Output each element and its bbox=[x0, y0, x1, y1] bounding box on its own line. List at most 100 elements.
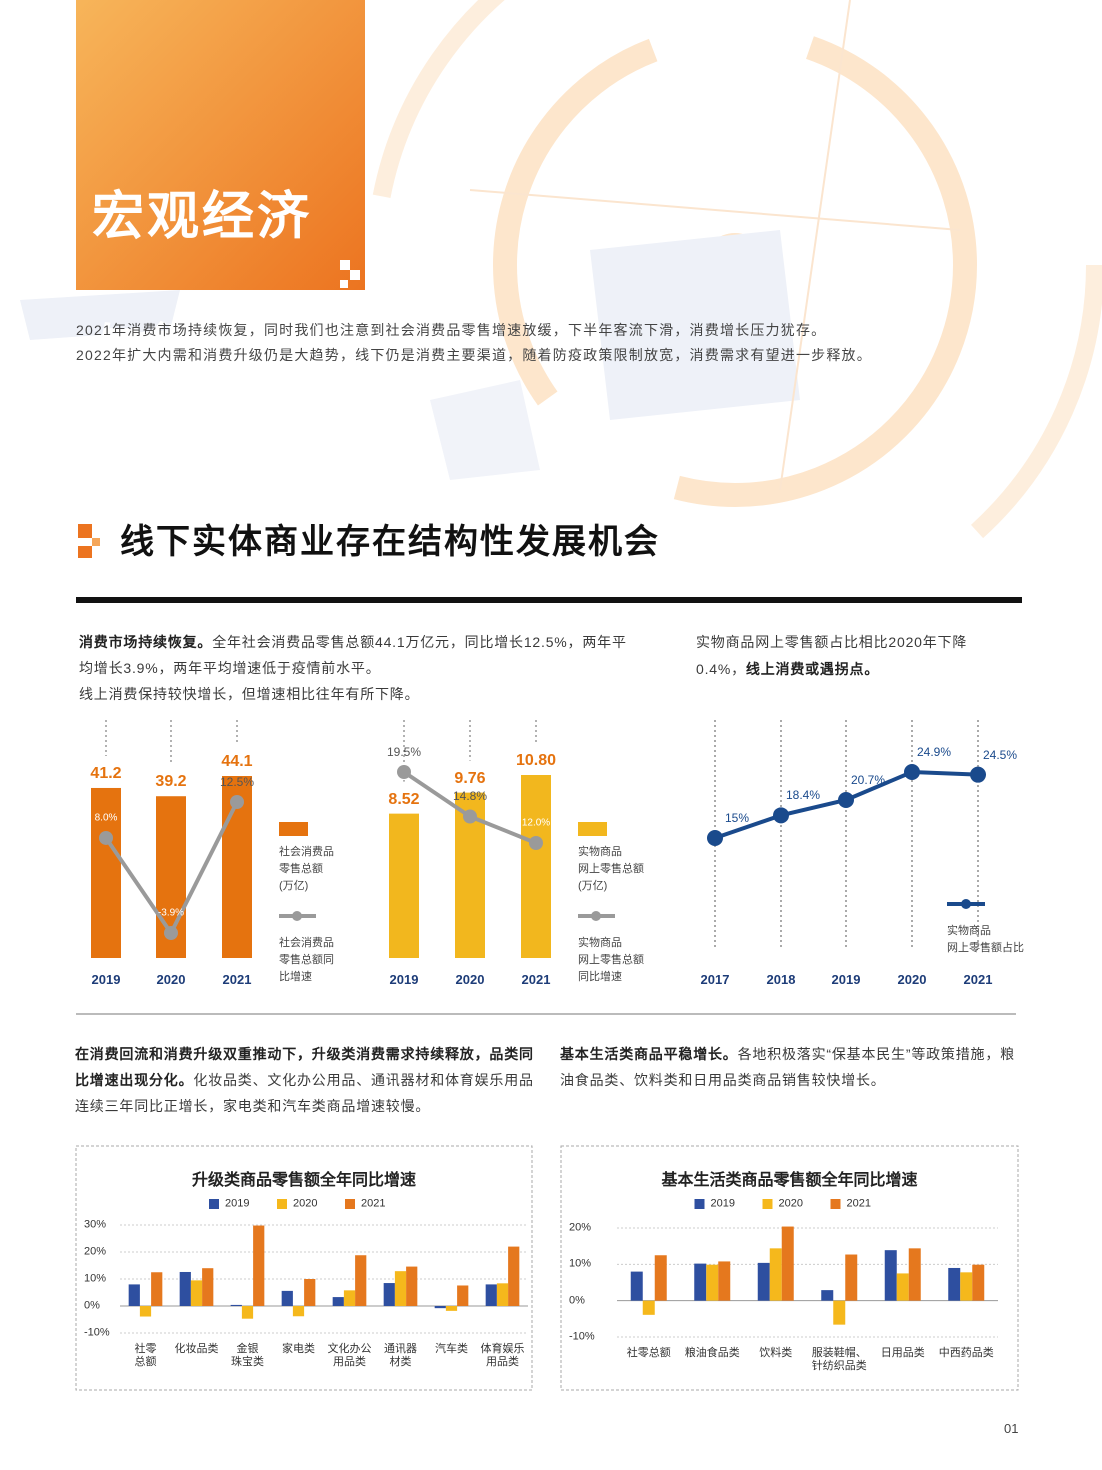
x-tick-label: 文化办公 用品类 bbox=[327, 1343, 372, 1368]
x-tick-label: 家电类 bbox=[282, 1343, 315, 1355]
legend-label: 社会消费品 零售总额同 比增速 bbox=[279, 937, 334, 983]
text: 各地积极落实“保基本民生”等政策措施，粮油食品类、饮料类和日用品类商品销售较快增… bbox=[560, 1046, 1015, 1088]
bar bbox=[241, 1306, 254, 1319]
x-tick-label: 2020 bbox=[156, 972, 186, 988]
paragraph: 基本生活类商品平稳增长。各地积极落实“保基本民生”等政策措施，粮油食品类、饮料类… bbox=[560, 1041, 1022, 1093]
bar bbox=[630, 1271, 643, 1301]
bar bbox=[332, 1297, 344, 1306]
y-tick-label: -10% bbox=[569, 1330, 595, 1343]
header-title: 宏观经济 与行业表现 bbox=[92, 118, 367, 448]
x-tick-label: 化妆品类 bbox=[174, 1343, 219, 1355]
x-tick-label: 汽车类 bbox=[435, 1343, 468, 1355]
bar bbox=[292, 1306, 305, 1317]
line-label: 15% bbox=[724, 810, 750, 825]
line-label: 8.0% bbox=[94, 812, 118, 824]
line-point bbox=[707, 830, 723, 846]
bar bbox=[960, 1272, 973, 1301]
y-tick-label: 10% bbox=[84, 1272, 107, 1285]
bar bbox=[821, 1290, 834, 1301]
bar bbox=[896, 1273, 909, 1301]
bar-label: 9.76 bbox=[454, 769, 486, 787]
line-label: 12.0% bbox=[521, 817, 551, 829]
bar bbox=[457, 1285, 469, 1306]
bar bbox=[406, 1266, 418, 1306]
bar bbox=[718, 1261, 731, 1301]
line-point bbox=[773, 807, 789, 824]
x-tick-label: 体育娱乐 用品类 bbox=[480, 1343, 525, 1368]
legend-label: 2020 bbox=[778, 1197, 803, 1210]
legend-label: 实物商品 网上零售总额 同比增速 bbox=[578, 937, 644, 983]
x-tick-label: 2017 bbox=[700, 972, 730, 988]
x-tick-label: 2019 bbox=[831, 972, 861, 988]
line-label: -3.9% bbox=[157, 907, 185, 919]
legend-label: 实物商品 网上零售额占比 bbox=[947, 925, 1024, 954]
legend-swatch bbox=[277, 1199, 287, 1209]
bar bbox=[179, 1271, 191, 1306]
legend-swatch bbox=[345, 1199, 355, 1209]
x-tick-label: 社零 总额 bbox=[134, 1343, 157, 1368]
x-tick-label: 粮油食品类 bbox=[684, 1347, 740, 1359]
x-tick-label: 2018 bbox=[766, 972, 796, 988]
bar bbox=[521, 775, 551, 958]
bold-text: 消费市场持续恢复。 bbox=[79, 634, 213, 650]
paragraph: 实物商品网上零售额占比相比2020年下降0.4%，线上消费或遇拐点。 bbox=[696, 629, 1016, 683]
line-label: 12.5% bbox=[219, 774, 255, 789]
y-tick-label: 0% bbox=[84, 1299, 100, 1312]
paragraph: 消费市场持续恢复。全年社会消费品零售总额44.1万亿元，同比增长12.5%，两年… bbox=[79, 629, 639, 681]
bar-label: 10.80 bbox=[515, 752, 557, 770]
legend-swatch bbox=[209, 1199, 219, 1209]
bar bbox=[281, 1290, 293, 1306]
bar bbox=[253, 1225, 265, 1306]
bar bbox=[389, 813, 419, 958]
bar bbox=[694, 1263, 707, 1301]
legend-label: 2021 bbox=[361, 1197, 386, 1210]
legend-label: 2021 bbox=[846, 1197, 871, 1210]
text: 实物商品网上零售额占比相比2020年下降0.4%， bbox=[696, 634, 968, 677]
line-point bbox=[230, 795, 244, 809]
bar bbox=[151, 1272, 163, 1306]
x-tick-label: 金银 珠宝类 bbox=[231, 1343, 264, 1368]
title-line: 与行业表现 bbox=[92, 320, 368, 378]
bar bbox=[434, 1306, 446, 1309]
bar bbox=[508, 1246, 520, 1306]
x-tick-label: 中西药品类 bbox=[938, 1347, 994, 1359]
bar-label: 44.1 bbox=[221, 753, 253, 771]
bar bbox=[948, 1267, 961, 1301]
bar bbox=[485, 1284, 497, 1306]
x-tick-label: 2019 bbox=[389, 972, 419, 988]
bar bbox=[972, 1264, 985, 1301]
x-tick-label: 服装鞋帽、 针纺织品类 bbox=[811, 1347, 867, 1372]
bar bbox=[833, 1300, 846, 1325]
line-point bbox=[164, 926, 178, 940]
legend-point bbox=[961, 899, 971, 909]
bar-label: 8.52 bbox=[388, 790, 420, 808]
bar-label: 41.2 bbox=[90, 765, 122, 783]
text: 化妆品类、文化办公用品、通讯器材和体育娱乐用品连续三年同比正增长，家电类和汽车类… bbox=[75, 1072, 534, 1114]
chart-title: 基本生活类商品零售额全年同比增速 bbox=[661, 1172, 918, 1190]
line-label: 19.5% bbox=[386, 744, 422, 759]
bar bbox=[757, 1262, 770, 1301]
section-title: 线下实体商业存在结构性发展机会 bbox=[120, 523, 660, 561]
bar bbox=[230, 1304, 242, 1306]
legend-point bbox=[591, 911, 601, 921]
bar bbox=[769, 1248, 782, 1301]
line-label: 14.8% bbox=[452, 789, 488, 804]
title-line: 宏观经济 bbox=[92, 188, 313, 246]
bar bbox=[394, 1271, 407, 1306]
bar bbox=[190, 1280, 203, 1306]
line-label: 18.4% bbox=[785, 788, 821, 803]
y-tick-label: 10% bbox=[569, 1257, 592, 1270]
bar bbox=[884, 1250, 897, 1301]
line-point bbox=[970, 766, 986, 783]
bar bbox=[91, 787, 121, 958]
y-tick-label: 0% bbox=[569, 1294, 585, 1307]
bar bbox=[496, 1283, 509, 1306]
line-point bbox=[99, 830, 113, 845]
x-tick-label: 日用品类 bbox=[880, 1347, 925, 1359]
bar-label: 39.2 bbox=[155, 773, 187, 791]
intro: 2022年扩大内需和消费升级仍是大趋势，线下仍是消费主要渠道，随着防疫政策限制放… bbox=[76, 347, 872, 363]
legend-label: 2019 bbox=[225, 1197, 250, 1210]
bar bbox=[343, 1290, 356, 1306]
